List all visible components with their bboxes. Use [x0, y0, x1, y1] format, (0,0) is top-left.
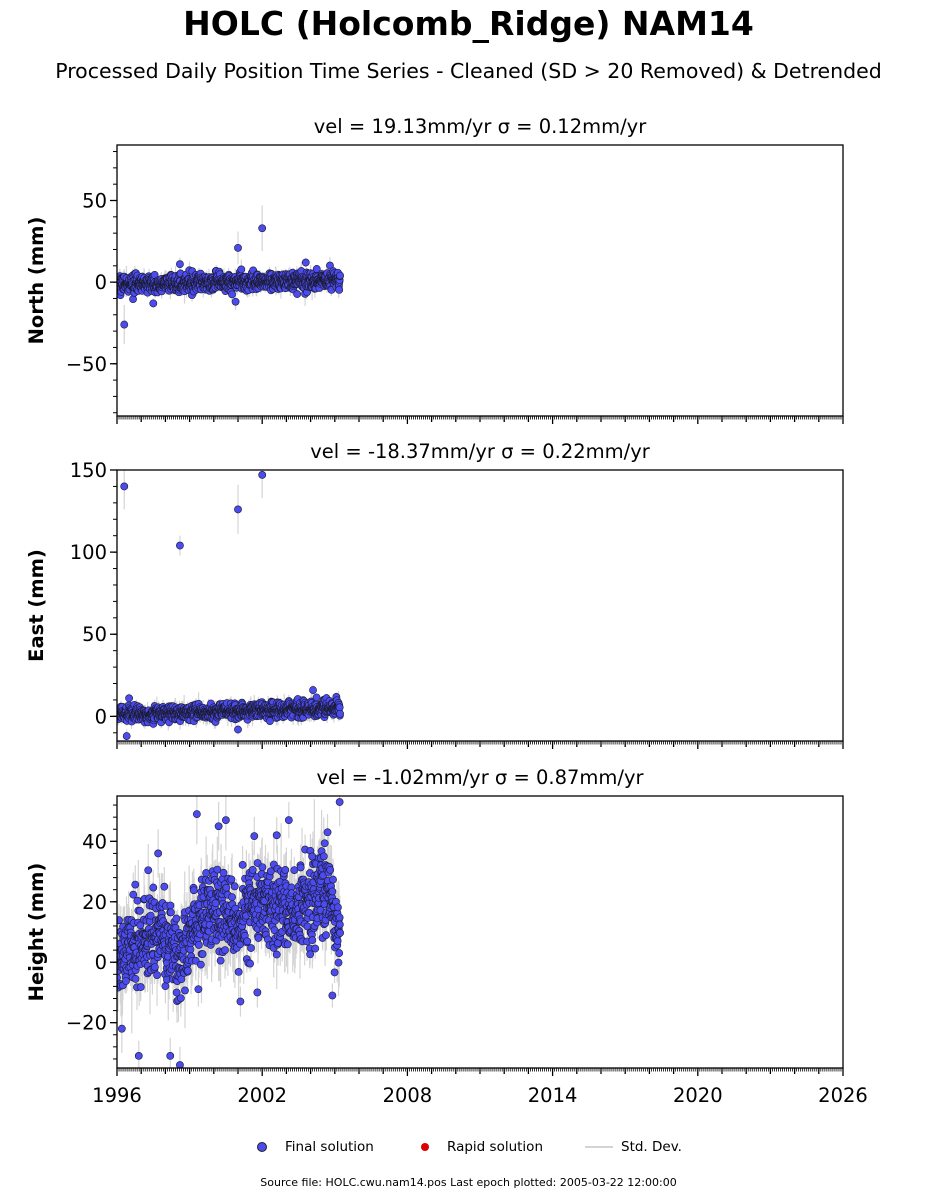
final-solution-point — [149, 299, 158, 308]
y-axis-label: East (mm) — [25, 549, 48, 662]
final-solution-point — [309, 686, 317, 694]
y-tick-label: 150 — [70, 459, 107, 482]
final-solution-point — [228, 290, 236, 299]
height-panel: vel = -1.02mm/yr σ = 0.87mm/yr−200204019… — [25, 766, 868, 1107]
data-points — [117, 470, 344, 741]
final-solution-point — [231, 297, 240, 306]
y-tick-label: −50 — [66, 353, 107, 376]
final-solution-point — [293, 290, 302, 298]
final-solution-point — [234, 725, 242, 734]
final-solution-point — [335, 285, 344, 294]
panel-title: vel = -18.37mm/yr σ = 0.22mm/yr — [310, 440, 650, 463]
final-solution-point — [176, 260, 184, 269]
y-tick-label: 0 — [95, 705, 107, 728]
panel-title: vel = -1.02mm/yr σ = 0.87mm/yr — [316, 766, 644, 789]
y-tick-label: 0 — [95, 271, 107, 294]
y-tick-label: 50 — [82, 623, 107, 646]
final-solution-point — [234, 243, 242, 252]
data-points — [117, 205, 344, 345]
y-axis-label: North (mm) — [25, 217, 48, 345]
final-solution-point — [258, 471, 267, 479]
final-solution-point — [125, 694, 134, 703]
final-solution-point — [234, 505, 242, 514]
final-solution-point — [301, 258, 310, 267]
final-solution-point — [120, 320, 129, 329]
final-solution-point — [237, 265, 246, 274]
north-panel: vel = 19.13mm/yr σ = 0.12mm/yr −50 0 50 Nort… — [25, 115, 844, 424]
y-tick-label: 100 — [70, 541, 107, 564]
final-solution-point — [312, 693, 321, 702]
y-tick-label: 50 — [82, 190, 107, 213]
chart-subtitle: Processed Daily Position Time Series - C… — [55, 59, 882, 83]
final-solution-point — [129, 295, 137, 303]
final-solution-point — [258, 224, 267, 233]
final-solution-point — [120, 482, 129, 491]
final-solution-point — [336, 709, 344, 718]
east-panel: vel = -18.37mm/yr σ = 0.22mm/yr 0 50 100 150… — [25, 440, 844, 749]
final-solution-point — [312, 265, 321, 273]
final-solution-point — [336, 271, 344, 280]
final-solution-point — [122, 732, 131, 740]
chart-title: HOLC (Holcomb_Ridge) NAM14 — [183, 4, 754, 43]
data-points — [117, 796, 344, 1068]
final-solution-point — [265, 717, 274, 725]
final-solution-point — [176, 541, 184, 550]
panel-title: vel = 19.13mm/yr σ = 0.12mm/yr — [314, 115, 647, 138]
final-solution-point — [335, 703, 344, 712]
